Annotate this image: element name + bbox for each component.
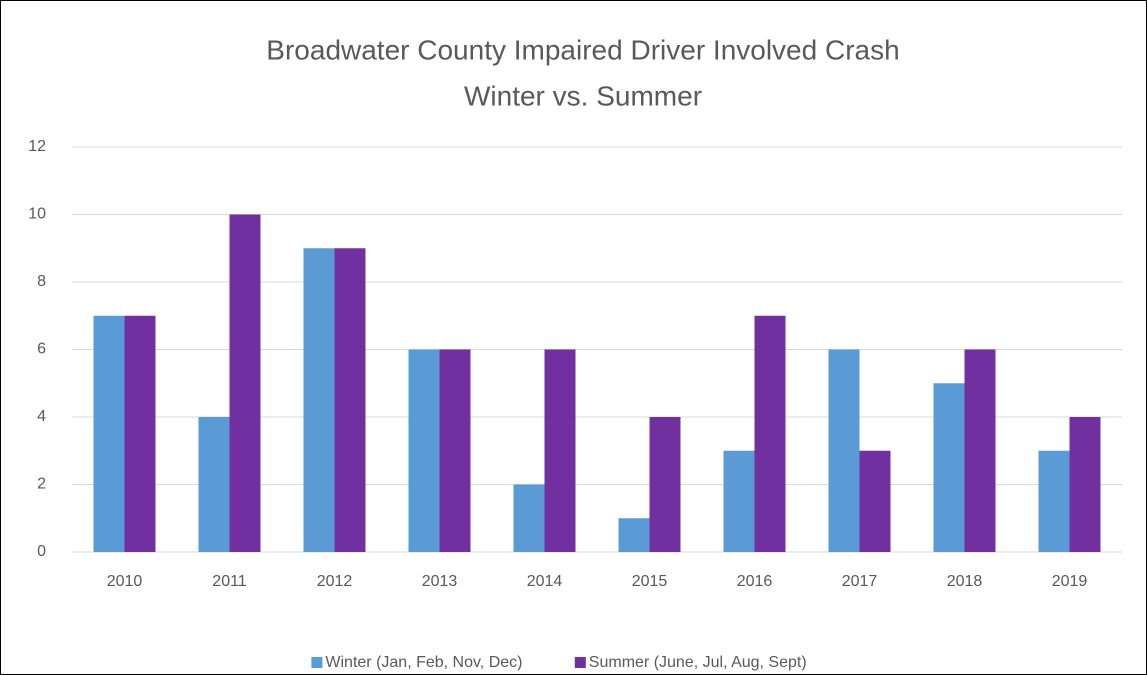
- x-tick-label: 2011: [212, 573, 247, 590]
- y-tick-label: 8: [37, 273, 46, 290]
- chart-subtitle: Winter vs. Summer: [464, 80, 702, 111]
- x-tick-label: 2015: [632, 573, 668, 590]
- x-tick-label: 2019: [1052, 573, 1088, 590]
- y-tick-label: 12: [28, 138, 46, 155]
- bar: [933, 383, 965, 552]
- x-tick-label: 2017: [842, 573, 878, 590]
- bar: [93, 315, 125, 552]
- x-tick-label: 2012: [317, 573, 353, 590]
- bar: [618, 518, 650, 552]
- x-tick-label: 2014: [527, 573, 563, 590]
- bar: [828, 349, 860, 552]
- y-tick-label: 10: [28, 206, 46, 223]
- bar: [754, 315, 786, 552]
- y-tick-label: 2: [37, 476, 46, 493]
- bar: [859, 450, 891, 552]
- bar: [544, 349, 576, 552]
- bar: [198, 417, 230, 552]
- x-tick-label: 2010: [107, 573, 143, 590]
- x-tick-label: 2013: [422, 573, 458, 590]
- bar: [303, 248, 335, 552]
- bar: [408, 349, 440, 552]
- x-tick-label: 2018: [947, 573, 983, 590]
- bar: [124, 315, 156, 552]
- x-tick-label: 2016: [737, 573, 773, 590]
- y-tick-label: 6: [37, 341, 46, 358]
- bar: [723, 450, 755, 552]
- bar: [1069, 417, 1101, 552]
- legend-label: Winter (Jan, Feb, Nov, Dec): [325, 654, 522, 671]
- chart-title: Broadwater County Impaired Driver Involv…: [266, 34, 899, 65]
- bar: [1038, 450, 1070, 552]
- bar: [439, 349, 471, 552]
- bar: [649, 417, 681, 552]
- bar: [229, 214, 261, 552]
- y-tick-label: 4: [37, 408, 46, 425]
- bar: [964, 349, 996, 552]
- legend-swatch: [311, 657, 323, 668]
- legend-label: Summer (June, Jul, Aug, Sept): [589, 654, 807, 671]
- bar: [334, 248, 366, 552]
- legend-swatch: [574, 657, 586, 668]
- bar: [513, 484, 545, 552]
- y-tick-label: 0: [37, 543, 46, 560]
